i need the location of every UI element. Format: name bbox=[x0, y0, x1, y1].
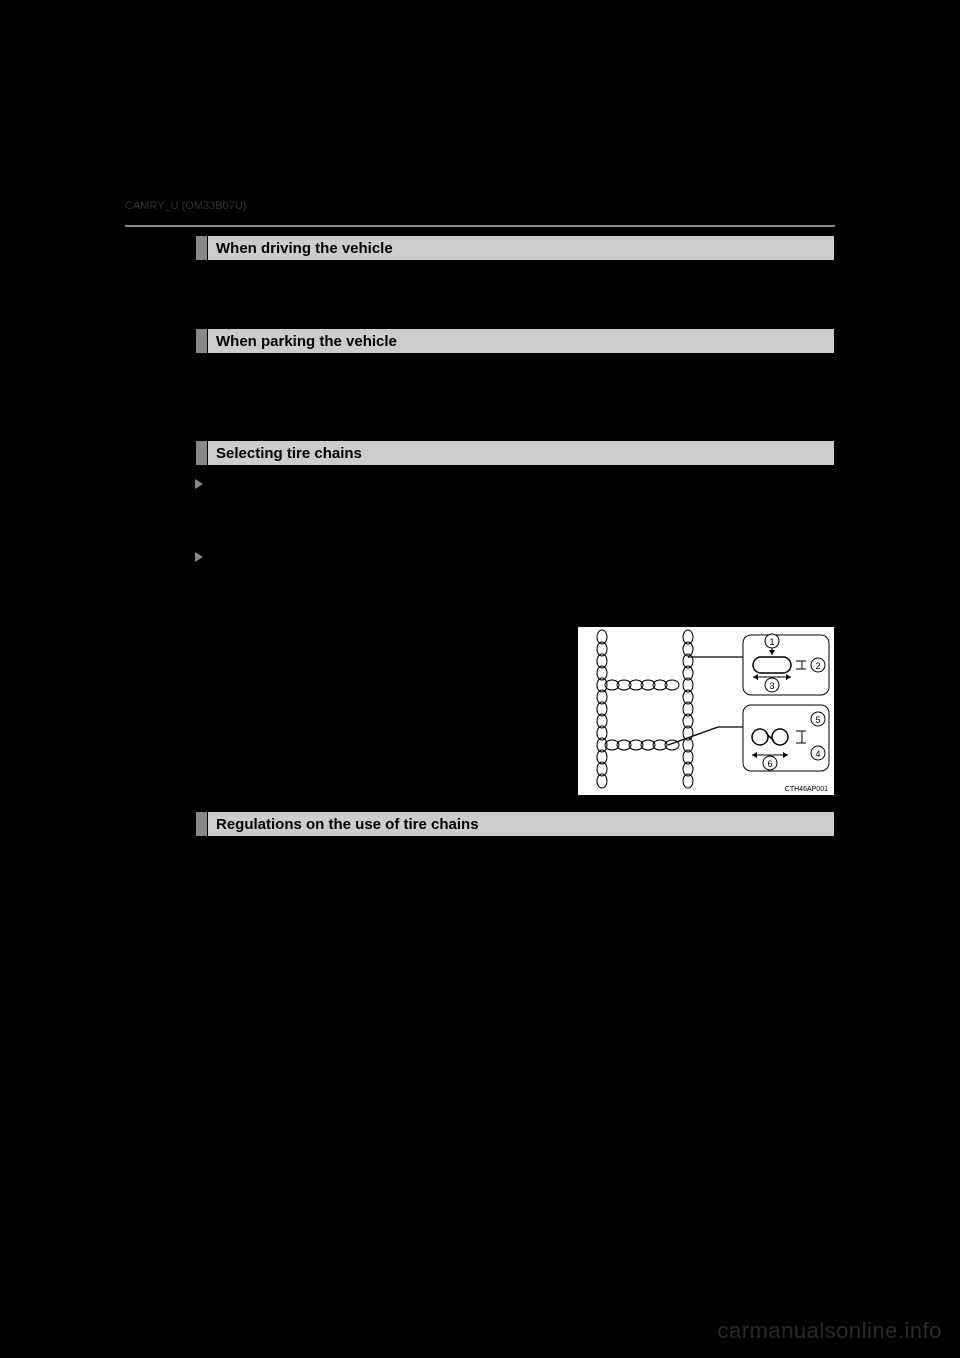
svg-text:4: 4 bbox=[815, 749, 820, 759]
chain-spec-list: Side chain: 1 0.12 in. (3 mm) in diamete… bbox=[195, 626, 557, 797]
section-tab bbox=[196, 329, 208, 353]
body-paragraph: Accelerate the vehicle slowly, keep a sa… bbox=[195, 271, 835, 312]
spec-row: 3 1.18 in. (30 mm) in length bbox=[195, 688, 557, 706]
svg-text:5: 5 bbox=[815, 715, 820, 725]
circled-number-icon: 3 bbox=[195, 688, 213, 706]
triangle-bullet-icon bbox=[195, 552, 203, 562]
page-number: 394 bbox=[125, 165, 155, 186]
section-title: Selecting tire chains bbox=[208, 441, 834, 465]
cross-chain-label: Cross chain: bbox=[195, 714, 557, 730]
svg-text:1: 1 bbox=[769, 637, 774, 647]
spec-text: 0.12 in. (3 mm) in diameter bbox=[225, 647, 392, 663]
circled-number-icon: 1 bbox=[195, 646, 213, 664]
breadcrumb: 4-6. Driving tips bbox=[225, 170, 322, 186]
body-paragraph: Use the correct tire chain size when mou… bbox=[215, 498, 835, 539]
section-header-driving: When driving the vehicle bbox=[195, 235, 835, 261]
spec-text: 0.39 in. (10 mm) in width bbox=[225, 668, 378, 684]
spec-row: 4 0.16 in. (4 mm) in diameter bbox=[195, 734, 557, 752]
section-title: When parking the vehicle bbox=[208, 329, 834, 353]
spec-row: 5 0.55 in. (14 mm) in width bbox=[195, 755, 557, 773]
circled-number-icon: 5 bbox=[195, 755, 213, 773]
circled-number-icon: 2 bbox=[195, 667, 213, 685]
body-paragraph: Park the vehicle and move the shift leve… bbox=[195, 364, 835, 425]
section-tab bbox=[196, 441, 208, 465]
subsection-heading-text: Vehicles with 17-inch and 18-inch tires bbox=[211, 549, 449, 565]
svg-text:3: 3 bbox=[769, 681, 774, 691]
svg-text:6: 6 bbox=[767, 759, 772, 769]
body-paragraph: Regulations regarding the use of tire ch… bbox=[195, 847, 835, 888]
side-chain-label: Side chain: bbox=[195, 626, 557, 642]
subsection-heading: Vehicles with 16-inch tires bbox=[195, 476, 835, 492]
tire-chain-diagram: 1 2 3 5 4 bbox=[577, 626, 835, 796]
subsection-heading-text: Vehicles with 16-inch tires bbox=[211, 476, 372, 492]
chain-spec-block: Side chain: 1 0.12 in. (3 mm) in diamete… bbox=[195, 626, 835, 797]
section-tab bbox=[196, 236, 208, 260]
svg-text:2: 2 bbox=[815, 661, 820, 671]
spec-row: 2 0.39 in. (10 mm) in width bbox=[195, 667, 557, 685]
body-paragraph: Tire chains cannot be mounted on the 17-… bbox=[215, 571, 835, 612]
spec-row: 1 0.12 in. (3 mm) in diameter bbox=[195, 646, 557, 664]
header-rule bbox=[125, 225, 835, 227]
document-reference: CAMRY_U (OM33B07U) bbox=[125, 200, 246, 212]
spec-row: 6 0.98 in. (25 mm) in length bbox=[195, 776, 557, 794]
subsection-heading: Vehicles with 17-inch and 18-inch tires bbox=[195, 549, 835, 565]
spec-text: 0.98 in. (25 mm) in length bbox=[225, 777, 384, 793]
section-header-parking: When parking the vehicle bbox=[195, 328, 835, 354]
section-header-selecting-chains: Selecting tire chains bbox=[195, 440, 835, 466]
spec-text: 1.18 in. (30 mm) in length bbox=[225, 689, 384, 705]
spec-text: 0.55 in. (14 mm) in width bbox=[225, 756, 378, 772]
circled-number-icon: 6 bbox=[195, 776, 213, 794]
diagram-reference: CTH46AP001 bbox=[785, 786, 828, 793]
page-content: When driving the vehicle Accelerate the … bbox=[195, 235, 835, 903]
spec-text: 0.16 in. (4 mm) in diameter bbox=[225, 735, 392, 751]
triangle-bullet-icon bbox=[195, 479, 203, 489]
section-header-regulations: Regulations on the use of tire chains bbox=[195, 811, 835, 837]
section-title: Regulations on the use of tire chains bbox=[208, 812, 834, 836]
section-title: When driving the vehicle bbox=[208, 236, 834, 260]
circled-number-icon: 4 bbox=[195, 734, 213, 752]
section-tab bbox=[196, 812, 208, 836]
watermark: carmanualsonline.info bbox=[717, 1318, 942, 1344]
